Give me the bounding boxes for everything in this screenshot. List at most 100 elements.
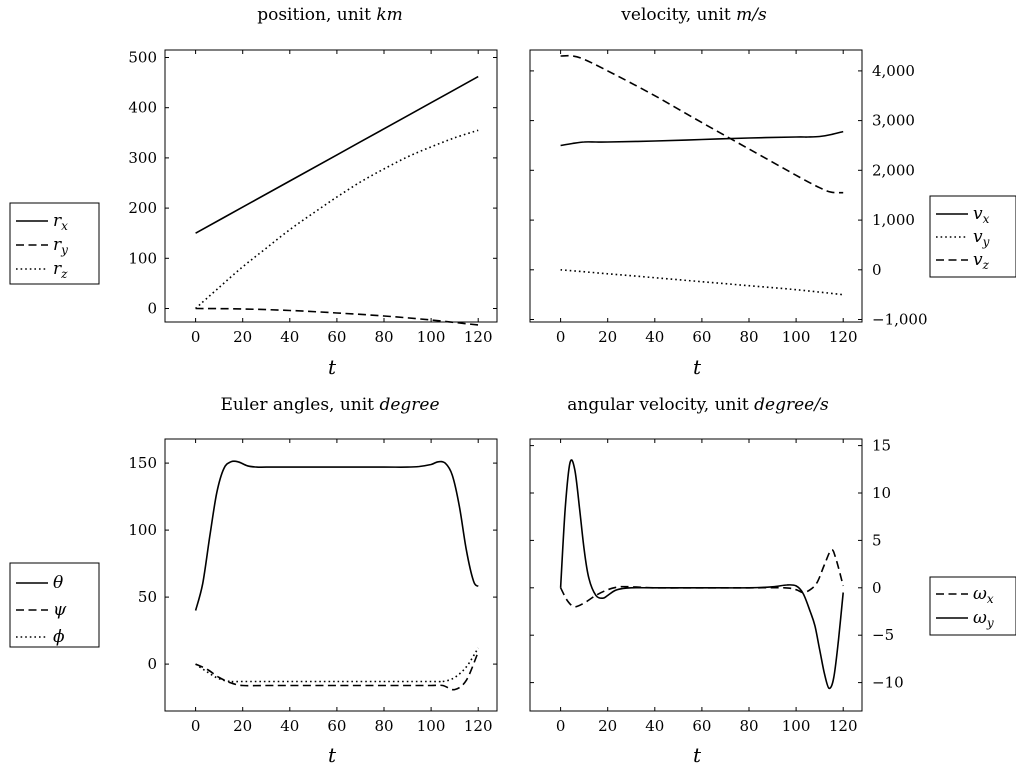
y-tick-label: −1,000 [872,311,928,329]
x-tick-label: 100 [782,717,811,735]
x-tick-label: 80 [739,717,758,735]
x-tick-label: 60 [692,328,711,346]
y-tick-label: 0 [147,655,157,673]
x-tick-label: 40 [645,717,664,735]
position-chart: position, unit km 0 20 40 60 80 100 120 0 100 200… [9,5,498,379]
chart-title: velocity, unit m/s [620,5,767,25]
x-tick-label: 100 [417,328,446,346]
legend-box [929,195,1016,278]
series-lines [194,460,479,691]
series-v-y-line [560,269,844,296]
chart-title: position, unit km [257,5,403,25]
legend-label: rz [53,259,68,281]
plot-frame [164,438,498,712]
legend-label: ry [53,235,68,257]
x-tick-label: 20 [233,717,252,735]
x-tick-label: 80 [374,328,393,346]
series-r-y-line [195,307,479,326]
axis-ticks: 0 20 40 60 80 100 120 0 100 200 300 400 500 [128,49,497,346]
series-v-z-line [560,54,844,194]
x-tick-label: 20 [233,328,252,346]
x-tick-label: 0 [556,717,566,735]
plot-frame [164,49,498,323]
y-tick-label: 300 [128,149,157,167]
plot-frame [529,438,863,712]
legend-label: ωx [973,584,994,606]
x-tick-label: 120 [829,717,858,735]
chart-title: Euler angles, unit degree [220,395,439,415]
x-tick-label: 40 [645,328,664,346]
x-axis-label: t [693,355,702,379]
y-tick-label: 0 [872,261,882,279]
legend-label: vz [973,250,990,272]
axis-ticks: 0 20 40 60 80 100 120 −1,000 0 1,000 2,000 3,000 4,0… [530,50,928,346]
x-tick-label: 60 [327,328,346,346]
y-tick-label: 400 [128,99,157,117]
velocity-chart: velocity, unit m/s 0 20 40 60 80 100 120 −1,000… [529,5,1016,379]
x-tick-label: 100 [782,328,811,346]
y-tick-label: 100 [128,521,157,539]
series-v-x-line [560,130,844,147]
legend-label: θ [53,573,63,593]
legend-label: ϕ [53,627,65,647]
legend-label: ωy [973,608,994,630]
series-lines [559,459,844,690]
y-tick-label: −10 [872,674,904,692]
x-tick-label: 20 [598,717,617,735]
x-tick-label: 60 [327,717,346,735]
plot-frame [529,49,863,323]
x-axis-label: t [328,743,337,767]
series-r-x-line [195,75,479,234]
x-axis-label: t [328,355,337,379]
series-lines [195,75,479,326]
y-tick-label: 0 [872,579,882,597]
series-θ-line [194,460,479,611]
y-tick-label: −5 [872,626,894,644]
series-r-z-line [195,129,479,310]
series-lines [560,54,844,296]
angular-velocity-chart: angular velocity, unit degree/s 0 20 40 60 8… [529,395,1016,767]
x-tick-label: 0 [556,328,566,346]
x-tick-label: 60 [692,717,711,735]
y-tick-label: 2,000 [872,161,915,179]
chart-title: angular velocity, unit degree/s [567,395,829,415]
y-tick-label: 50 [138,588,157,606]
y-tick-label: 15 [872,437,891,455]
x-tick-label: 80 [739,328,758,346]
y-tick-label: 4,000 [872,62,915,80]
y-tick-label: 200 [128,199,157,217]
x-tick-label: 120 [464,328,493,346]
legend-label: vy [973,227,990,249]
y-tick-label: 500 [128,49,157,67]
legend-box [9,562,100,648]
x-tick-label: 80 [374,717,393,735]
y-tick-label: 1,000 [872,211,915,229]
y-tick-label: 150 [128,454,157,472]
y-tick-label: 10 [872,484,891,502]
legend-box [929,576,1016,636]
x-tick-label: 40 [280,717,299,735]
legend-label: ψ [53,600,67,620]
x-tick-label: 120 [829,328,858,346]
x-tick-label: 0 [191,717,201,735]
legend: θψϕ [9,562,100,648]
series-ω-y-line [559,459,844,690]
x-axis-label: t [693,743,702,767]
x-tick-label: 100 [417,717,446,735]
y-tick-label: 0 [147,300,157,318]
series-ϕ-line [195,647,479,683]
series-ψ-line [195,651,479,691]
x-tick-label: 40 [280,328,299,346]
axis-ticks: 0 20 40 60 80 100 120 −10 −5 0 5 10 15 [530,437,904,735]
legend-label: vx [973,204,990,226]
axis-ticks: 0 20 40 60 80 100 120 0 50 100 150 [128,439,497,735]
x-tick-label: 20 [598,328,617,346]
x-tick-label: 120 [464,717,493,735]
y-tick-label: 100 [128,249,157,267]
y-tick-label: 5 [872,531,882,549]
legend-box [9,202,100,285]
